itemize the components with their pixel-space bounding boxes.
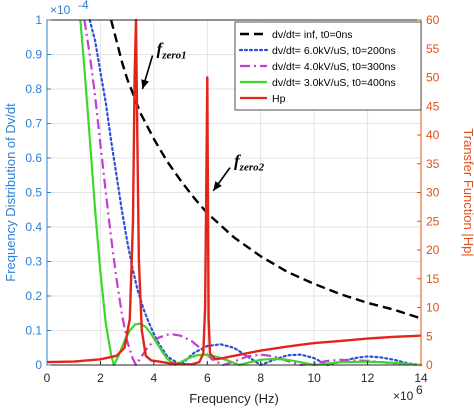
y-right-tick-label: 25 [426, 214, 440, 228]
annotation-sub: zero1 [161, 50, 186, 62]
legend-label-4: Hp [272, 93, 286, 105]
annotation-label-1: fzero2 [234, 152, 265, 174]
x-tick-label: 10 [307, 371, 321, 385]
x-tick-label: 0 [44, 371, 51, 385]
y-left-tick-label: 0.2 [25, 289, 42, 303]
x-tick-label: 4 [151, 371, 158, 385]
y-left-axis-label: Frequency Distribution of Dv/dt [3, 103, 18, 282]
y-right-tick-label: 50 [426, 71, 440, 85]
axes: 0 2 4 6 8 10 12 1400.10.20.30.40.50.60.70.80.91… [3, 0, 474, 406]
legend: dv/dt= inf, t0=0ns dv/dt= 6.0kV/uS, t0=20… [234, 21, 422, 111]
y-right-tick-label: 10 [426, 301, 440, 315]
y-right-tick-label: 40 [426, 128, 440, 142]
y-right-axis-label: Transfer Function |Hp| [461, 128, 474, 256]
x-axis-label: Frequency (Hz) [189, 391, 279, 406]
y-left-exponent: ×10 [50, 3, 71, 17]
legend-label-3: dv/dt= 3.0kV/uS, t0=400ns [272, 77, 396, 89]
y-right-tick-label: 5 [426, 329, 433, 343]
series-line-3 [79, 19, 422, 367]
series-line-4 [46, 18, 422, 366]
legend-label-2: dv/dt= 4.0kV/uS, t0=300ns [272, 61, 396, 73]
y-left-tick-label: 0.8 [25, 82, 42, 96]
legend-label-1: dv/dt= 6.0kV/uS, t0=200ns [272, 45, 396, 57]
y-left-exponent-power: -4 [78, 0, 89, 12]
x-tick-label: 14 [414, 371, 428, 385]
y-left-tick-label: 0.6 [25, 151, 42, 165]
annotation-arrowhead-1 [213, 181, 222, 191]
series-line-0 [109, 19, 422, 320]
x-tick-label: 8 [257, 371, 264, 385]
x-exponent-power: 6 [416, 383, 423, 397]
series-line-2 [83, 19, 422, 367]
y-left-tick-label: 0.4 [25, 220, 42, 234]
y-right-tick-label: 55 [426, 42, 440, 56]
x-exponent: ×10 [393, 389, 414, 403]
annotation-arrowhead-0 [141, 79, 149, 89]
y-left-tick-label: 0.7 [25, 117, 42, 131]
x-tick-label: 2 [97, 371, 104, 385]
x-tick-label: 12 [361, 371, 375, 385]
y-left-tick-label: 0.9 [25, 48, 42, 62]
y-right-tick-label: 60 [426, 13, 440, 27]
annotation-f: f [234, 152, 242, 171]
annotation-f: f [157, 40, 165, 59]
annotation-sub: zero2 [239, 162, 265, 174]
series-layer [46, 18, 423, 367]
y-right-tick-label: 15 [426, 272, 440, 286]
annotation-label-0: fzero1 [157, 40, 187, 62]
x-tick-label: 6 [204, 371, 211, 385]
y-left-tick-label: 0.1 [25, 324, 42, 338]
y-right-tick-label: 35 [426, 157, 440, 171]
y-left-tick-label: 0.3 [25, 255, 42, 269]
y-right-tick-label: 45 [426, 99, 440, 113]
y-right-tick-label: 30 [426, 186, 440, 200]
y-right-tick-label: 20 [426, 243, 440, 257]
legend-label-0: dv/dt= inf, t0=0ns [272, 29, 353, 41]
y-left-tick-label: 1 [35, 13, 42, 27]
y-left-tick-label: 0 [35, 358, 42, 372]
y-left-tick-label: 0.5 [25, 186, 42, 200]
y-right-tick-label: 0 [426, 358, 433, 372]
